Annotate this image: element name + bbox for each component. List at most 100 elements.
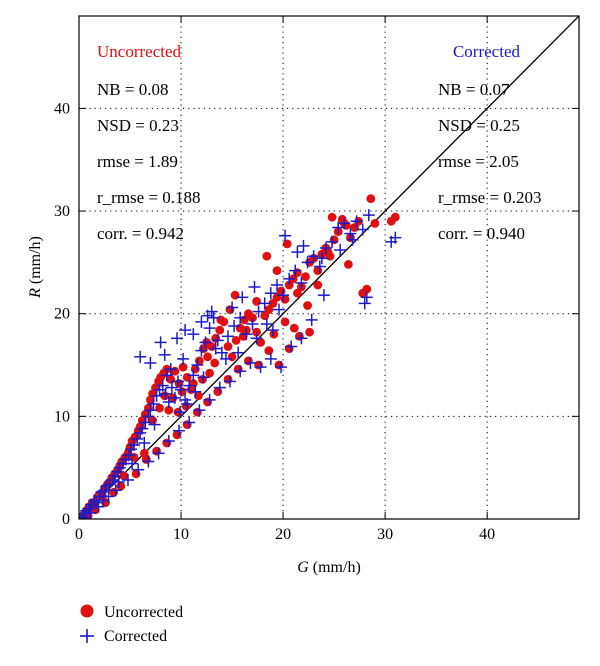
uncorrected-point: [166, 375, 176, 384]
corrected-point: [195, 315, 208, 328]
corrected-point: [346, 233, 359, 246]
corrected-point: [362, 209, 375, 222]
corrected-point: [92, 500, 105, 513]
legend-corrected-marker: [80, 629, 94, 643]
uncorrected-point: [178, 362, 188, 372]
uncorrected-point: [284, 280, 294, 290]
corrected-point: [232, 346, 245, 359]
x-axis-label-units: (mm/h): [309, 559, 361, 576]
corrected-point: [177, 352, 190, 365]
corrected-point: [266, 324, 279, 337]
corrected-stat: NB = 0.07: [438, 80, 510, 99]
uncorrected-point: [293, 268, 302, 277]
corrected-point: [338, 217, 351, 230]
corrected-point: [172, 375, 184, 388]
uncorrected-point: [193, 407, 202, 417]
corrected-point: [228, 320, 241, 332]
corrected-point: [222, 330, 234, 343]
corrected-point: [234, 365, 247, 378]
uncorrected-point: [90, 505, 100, 515]
corrected-point: [193, 404, 206, 417]
corrected-point: [350, 215, 363, 228]
corrected-point: [319, 242, 332, 254]
corrected-point: [344, 227, 357, 240]
uncorrected-point: [225, 305, 235, 314]
corrected-point: [144, 357, 157, 369]
corrected-stat: r_rmse = 0.203: [438, 188, 542, 207]
uncorrected-point: [174, 379, 184, 388]
corrected-point: [285, 340, 298, 353]
uncorrected-point: [252, 327, 261, 337]
uncorrected-point: [203, 352, 213, 362]
legend-uncorrected-label: Uncorrected: [104, 604, 183, 621]
uncorrected-point: [148, 416, 157, 425]
y-tick-label: 30: [54, 203, 70, 220]
corrected-point: [191, 359, 204, 371]
corrected-point: [224, 375, 236, 388]
corrected-point: [291, 246, 304, 259]
corrected-point: [162, 435, 175, 447]
legend-uncorrected-marker: [80, 604, 94, 618]
uncorrected-point: [301, 272, 310, 282]
uncorrected-point: [272, 266, 282, 275]
corrected-point: [152, 447, 165, 460]
uncorrected-point: [198, 375, 207, 384]
uncorrected-point: [182, 420, 192, 429]
one-to-one-line: [79, 16, 579, 519]
corrected-point: [295, 276, 308, 289]
corrected-point: [240, 328, 253, 341]
corrected-point: [112, 476, 125, 488]
y-tick-label: 10: [54, 408, 70, 425]
corrected-point: [160, 369, 173, 382]
uncorrected-point: [256, 338, 265, 347]
y-axis-label-symbol: R: [27, 288, 44, 299]
corrected-point: [389, 231, 402, 244]
uncorrected-point: [370, 219, 380, 228]
corrected-point: [136, 422, 149, 435]
corrected-point: [313, 260, 326, 273]
corrected-point: [273, 303, 285, 316]
corrected-point: [123, 449, 135, 462]
corrected-point: [201, 309, 214, 322]
uncorrected-point: [211, 333, 221, 343]
corrected-point: [215, 346, 228, 359]
plot-frame: [78, 15, 580, 520]
corrected-points: [79, 209, 402, 519]
x-axis-label: G (mm/h): [297, 559, 361, 576]
corrected-point: [171, 332, 183, 345]
uncorrected-point: [210, 358, 220, 368]
corrected-stats: NB = 0.07 NSD = 0.25 rmse = 2.05 r_rmse = 0…: [438, 80, 542, 243]
corrected-point: [209, 342, 222, 355]
uncorrected-stats: NB = 0.08 NSD = 0.23 rmse = 1.89 r_rmse = 0…: [97, 80, 201, 243]
corrected-point: [277, 289, 290, 302]
uncorrected-point: [252, 297, 261, 306]
corrected-point: [305, 313, 318, 326]
corrected-point: [271, 279, 283, 291]
uncorrected-point: [170, 366, 180, 376]
corrected-point: [79, 512, 87, 519]
uncorrected-point: [280, 317, 290, 327]
corrected-point: [175, 383, 187, 396]
corrected-point: [189, 385, 202, 398]
y-tick-label: 20: [54, 306, 70, 323]
corrected-point: [297, 239, 310, 252]
corrected-point: [326, 235, 339, 248]
corrected-point: [248, 281, 261, 293]
uncorrected-point: [213, 387, 223, 397]
corrected-point: [154, 336, 167, 349]
corrected-point: [219, 352, 232, 365]
corrected-point: [126, 457, 139, 470]
corrected-point: [258, 297, 271, 310]
corrected-stat: NSD = 0.25: [438, 116, 520, 135]
uncorrected-point: [303, 301, 312, 310]
corrected-point: [244, 357, 257, 369]
uncorrected-point: [244, 356, 253, 366]
corrected-point: [254, 361, 267, 374]
uncorrected-point: [366, 194, 376, 204]
corrected-point: [164, 363, 177, 376]
corrected-point: [211, 334, 224, 347]
corrected-point: [275, 361, 287, 374]
uncorrected-point: [284, 344, 294, 353]
corrected-point: [138, 437, 151, 449]
